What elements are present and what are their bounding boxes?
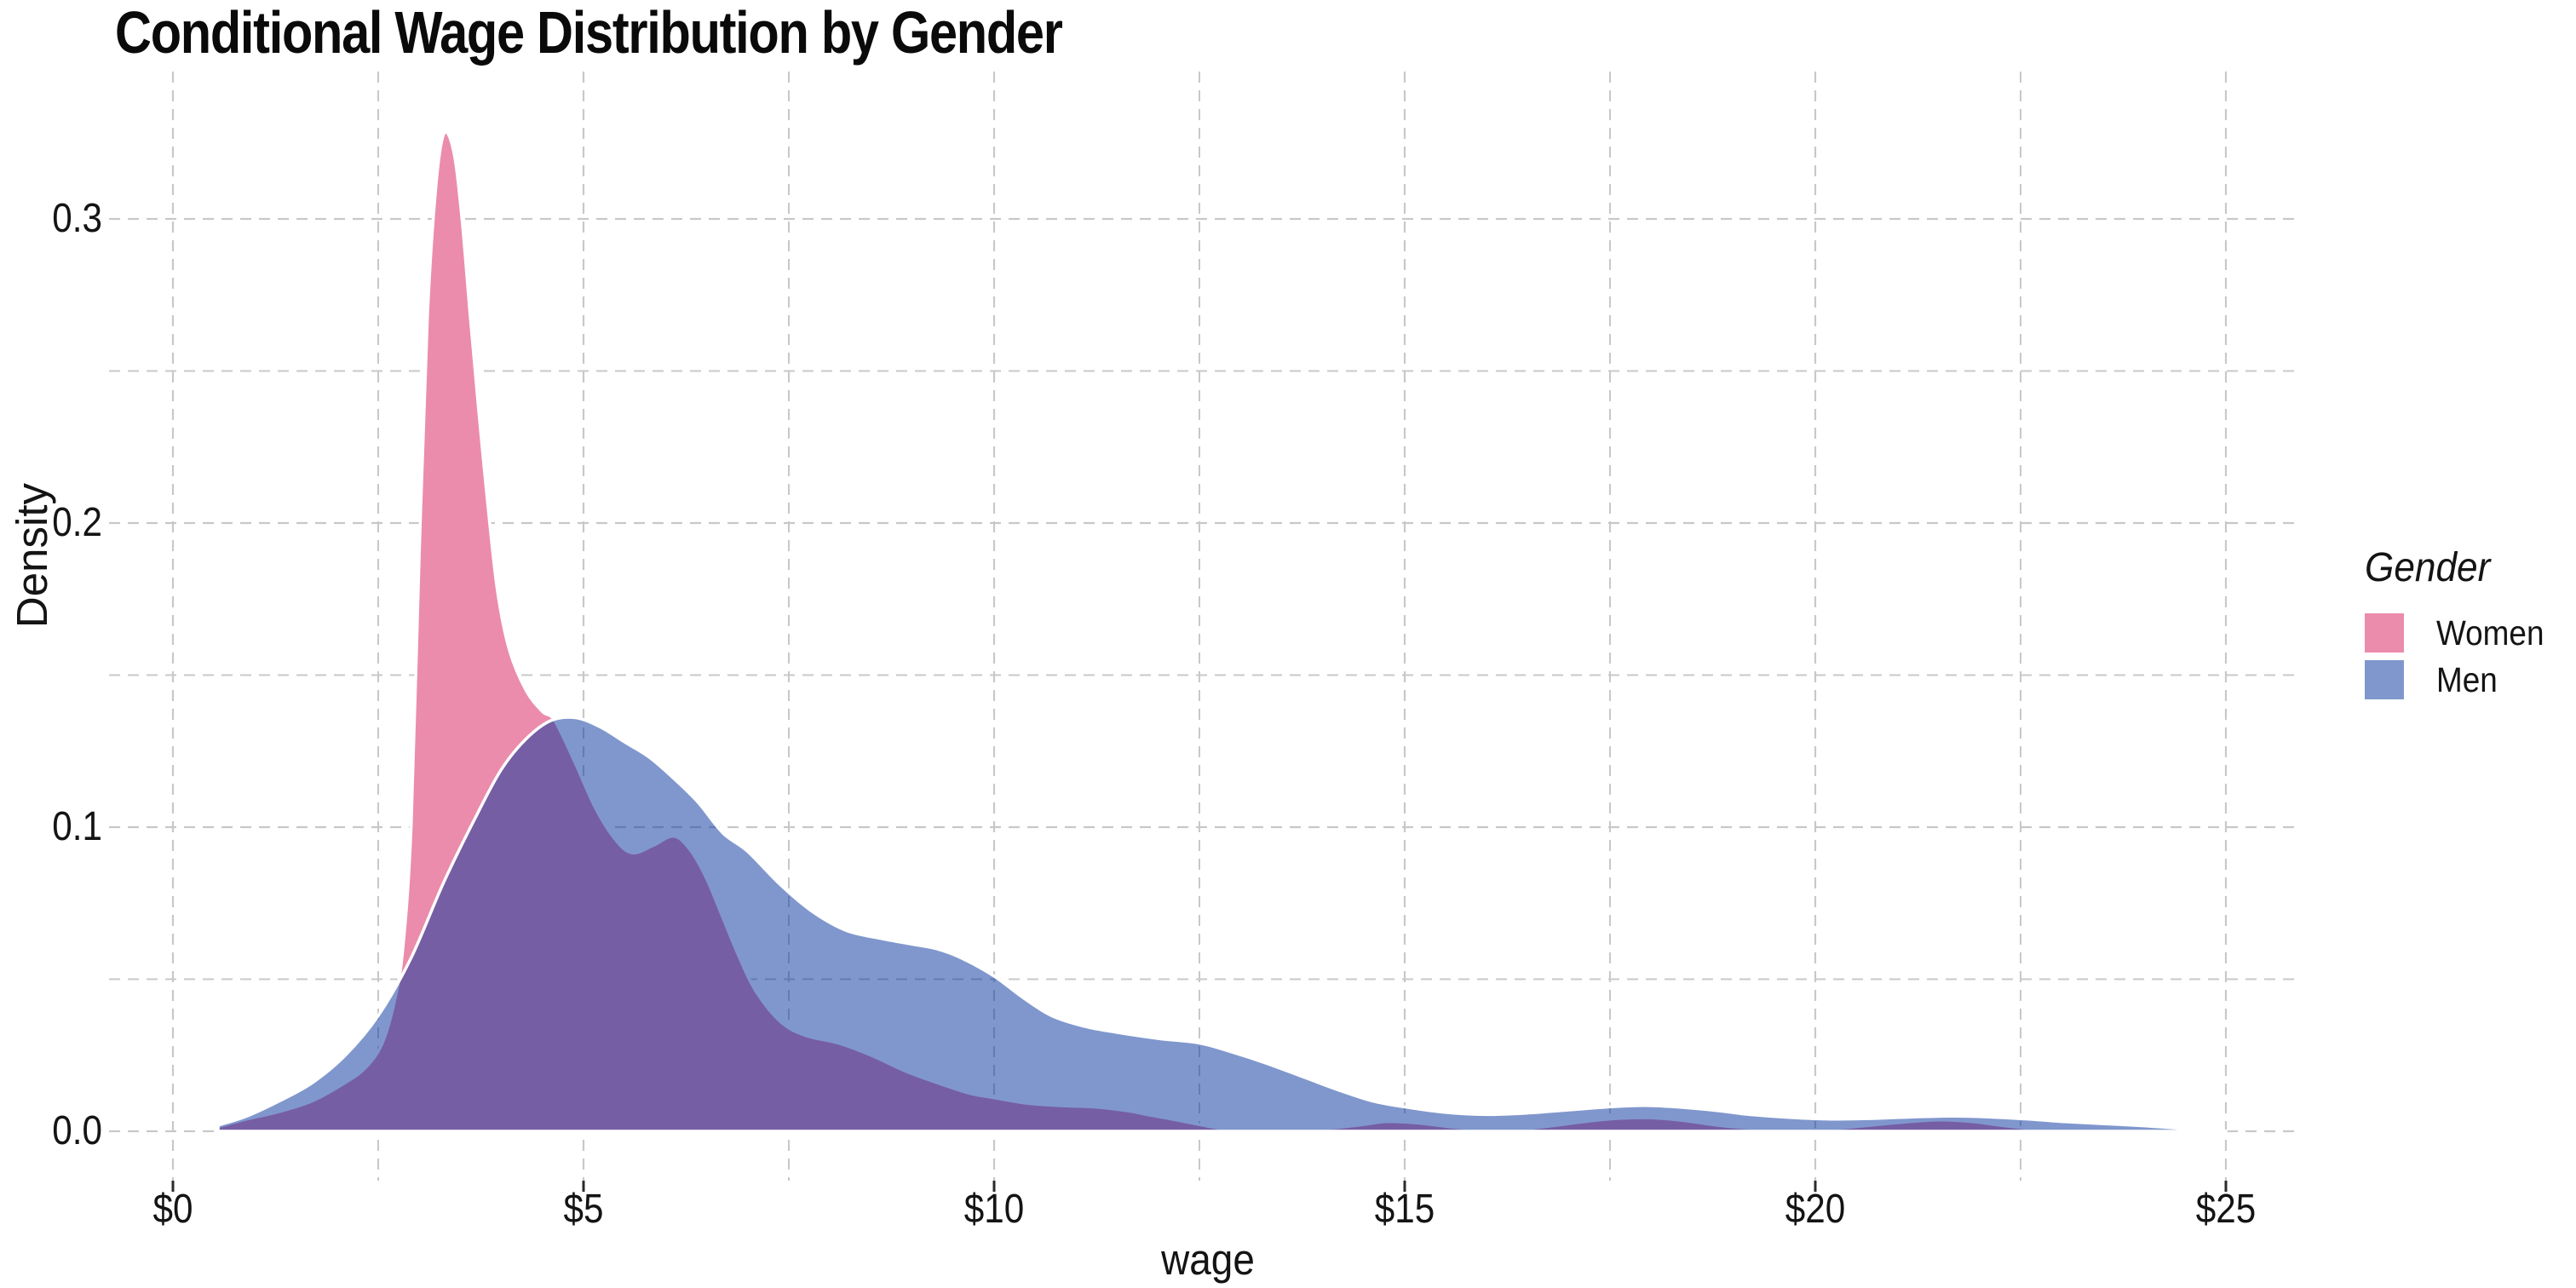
- y-tick-label: 0.0: [52, 1108, 102, 1153]
- x-tick-label: $10: [963, 1187, 1025, 1232]
- legend-item-men: Men: [2365, 659, 2556, 700]
- legend-items: Women Men: [2365, 613, 2556, 700]
- legend-swatch-women: [2365, 613, 2404, 653]
- x-tick-label: $15: [1374, 1187, 1435, 1232]
- x-tick-label: $25: [2195, 1187, 2257, 1232]
- y-tick-label: 0.3: [52, 196, 102, 241]
- legend-swatch-men: [2365, 660, 2404, 700]
- x-axis-title: wage: [1161, 1235, 1255, 1284]
- x-tick-label: $20: [1785, 1187, 1846, 1232]
- legend-label: Women: [2436, 612, 2544, 653]
- legend-label: Men: [2436, 659, 2498, 699]
- men-density-area: [216, 716, 2228, 1133]
- x-tick-label: $0: [152, 1187, 193, 1232]
- y-tick-label: 0.1: [52, 804, 102, 849]
- legend-title: Gender: [2365, 545, 2491, 590]
- y-tick-label: 0.2: [52, 500, 102, 545]
- chart-title: Conditional Wage Distribution by Gender: [115, 0, 1063, 66]
- legend-item-women: Women: [2365, 613, 2556, 653]
- x-tick-label: $5: [563, 1187, 604, 1232]
- legend: Gender Women Men: [2365, 545, 2556, 707]
